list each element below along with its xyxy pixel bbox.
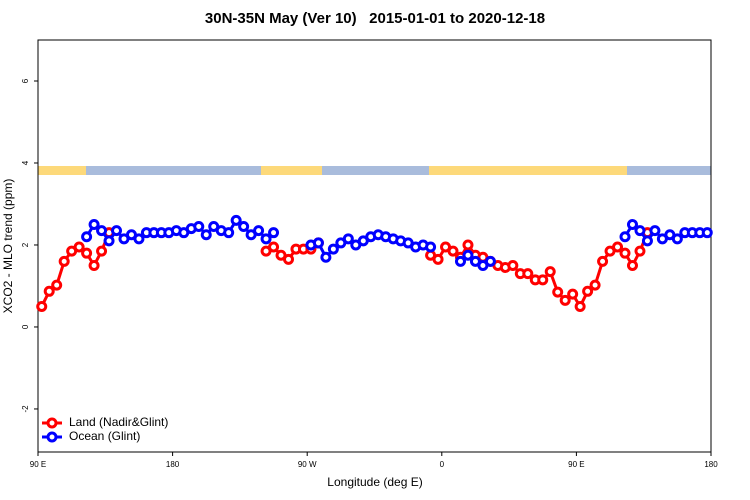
point	[649, 225, 661, 237]
point	[238, 221, 250, 233]
y-tick-label: 4	[21, 160, 30, 165]
legend-label: Ocean (Glint)	[69, 429, 140, 443]
point	[111, 225, 123, 237]
point	[81, 247, 93, 259]
point	[626, 218, 638, 230]
land-band	[261, 166, 322, 175]
point	[544, 266, 556, 278]
point	[51, 279, 63, 291]
point	[641, 235, 653, 247]
point	[425, 241, 437, 253]
plot-frame	[37, 39, 712, 453]
point	[81, 231, 93, 243]
point	[96, 245, 108, 257]
point	[589, 279, 601, 291]
x-tick-label: 90 E	[30, 460, 46, 469]
point	[88, 259, 100, 271]
point	[634, 225, 646, 237]
point	[582, 285, 594, 297]
point	[559, 294, 571, 306]
chart-title: 30N-35N May (Ver 10) 2015-01-01 to 2020-…	[205, 10, 545, 27]
surface-mask-band	[38, 166, 711, 175]
point	[619, 247, 631, 259]
point	[312, 237, 324, 249]
point	[701, 227, 713, 239]
point	[36, 300, 48, 312]
x-tick-label: 180	[166, 460, 180, 469]
x-tick-label: 90 E	[568, 460, 584, 469]
legend-label: Land (Nadir&Glint)	[69, 415, 168, 429]
point	[552, 286, 564, 298]
point	[619, 231, 631, 243]
point	[626, 259, 638, 271]
point	[133, 233, 145, 245]
y-tick-label: -2	[21, 405, 30, 413]
y-tick-label: 0	[21, 324, 30, 329]
point	[230, 214, 242, 226]
x-tick-label: 0	[440, 460, 445, 469]
point	[447, 245, 459, 257]
point	[567, 288, 579, 300]
point	[484, 255, 496, 267]
point	[268, 241, 280, 253]
x-tick-label: 180	[704, 460, 718, 469]
point	[612, 241, 624, 253]
point	[342, 233, 354, 245]
x-tick-label: 90 W	[298, 460, 317, 469]
point	[537, 274, 549, 286]
land-band	[429, 166, 627, 175]
point	[193, 221, 205, 233]
legend-marker	[46, 417, 58, 429]
y-tick-label: 6	[21, 78, 30, 83]
point	[462, 239, 474, 251]
point	[88, 218, 100, 230]
point	[574, 300, 586, 312]
point	[96, 225, 108, 237]
point	[223, 227, 235, 239]
point	[634, 245, 646, 257]
point	[522, 268, 534, 280]
point	[432, 253, 444, 265]
ocean-band	[38, 166, 711, 175]
point	[597, 255, 609, 267]
point	[260, 233, 272, 245]
point	[58, 255, 70, 267]
point	[103, 235, 115, 247]
point	[507, 259, 519, 271]
point	[43, 285, 55, 297]
point	[73, 241, 85, 253]
legend-marker	[46, 431, 58, 443]
point	[327, 243, 339, 255]
point	[268, 227, 280, 239]
point	[200, 229, 212, 241]
point	[283, 253, 295, 265]
x-axis-label: Longitude (deg E)	[327, 475, 422, 489]
point	[671, 233, 683, 245]
y-axis-label: XCO2 - MLO trend (ppm)	[1, 179, 15, 314]
point	[462, 249, 474, 261]
y-tick-label: 2	[21, 242, 30, 247]
point	[454, 255, 466, 267]
point	[320, 251, 332, 263]
point	[253, 225, 265, 237]
land-band	[38, 166, 86, 175]
